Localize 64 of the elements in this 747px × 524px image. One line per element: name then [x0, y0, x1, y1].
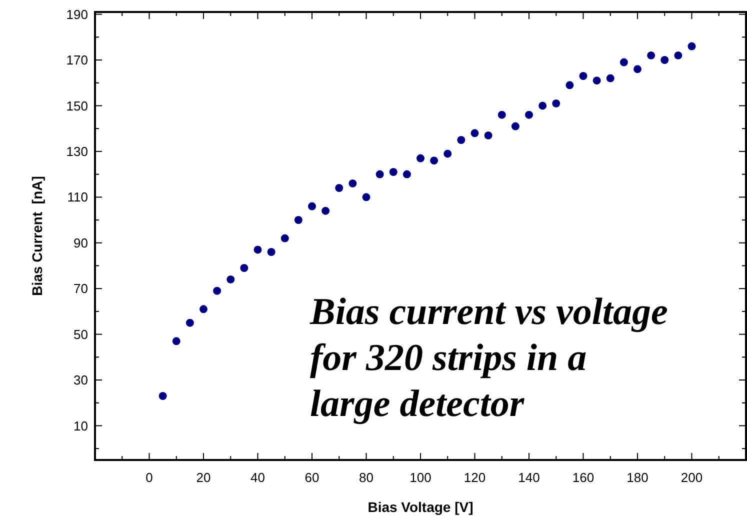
point — [254, 246, 262, 254]
point — [240, 264, 248, 272]
point — [200, 305, 208, 314]
point — [416, 154, 424, 162]
point — [688, 42, 696, 50]
point — [552, 99, 560, 108]
point — [158, 392, 167, 400]
point — [172, 337, 180, 346]
point — [348, 179, 357, 188]
point — [322, 206, 330, 215]
annotation: Bias current vs voltage for 320 strips in a large detector — [309, 291, 668, 425]
point — [592, 76, 601, 85]
point — [294, 216, 302, 224]
y-tick-label: 90 — [74, 235, 88, 250]
x-tick-label: 40 — [250, 470, 265, 485]
x-tick-label: 200 — [680, 470, 703, 485]
point — [335, 184, 344, 192]
point — [538, 102, 547, 110]
point — [525, 110, 533, 119]
y-tick-label: 130 — [66, 144, 88, 159]
point — [308, 202, 316, 210]
y-tick-label: 50 — [74, 326, 88, 342]
x-tick-label: 180 — [626, 470, 648, 485]
y-tick-label: 190 — [66, 6, 88, 22]
point — [186, 318, 194, 327]
x-tick-label: 60 — [304, 470, 320, 485]
y-tick-label: 150 — [66, 98, 88, 114]
point — [634, 65, 642, 74]
x-tick-label: 120 — [464, 470, 486, 485]
x-axis-title: Bias Voltage [V] — [368, 499, 474, 515]
point — [511, 122, 520, 130]
point — [606, 74, 614, 82]
point — [280, 234, 289, 242]
point — [620, 58, 628, 66]
x-tick-label: 80 — [359, 470, 374, 485]
point — [566, 81, 574, 90]
point — [470, 129, 479, 138]
y-tick-label: 70 — [74, 281, 88, 296]
point — [647, 51, 656, 60]
y-tick-label: 30 — [74, 372, 88, 388]
point — [674, 51, 682, 60]
x-tick-label: 100 — [410, 470, 432, 485]
point — [484, 131, 492, 140]
y-tick-label: 170 — [66, 52, 88, 68]
point — [376, 170, 384, 178]
point — [444, 150, 452, 158]
point — [660, 56, 669, 64]
x-tick-label: 0 — [146, 470, 153, 485]
y-axis-title: Bias Current [nA] — [29, 176, 45, 296]
point — [226, 275, 235, 284]
point — [457, 136, 466, 144]
y-tick-label: 10 — [74, 418, 88, 434]
point — [389, 168, 398, 176]
point — [267, 248, 276, 256]
point — [402, 170, 411, 178]
point — [579, 72, 588, 80]
point — [430, 156, 438, 165]
x-tick-label: 160 — [572, 470, 594, 485]
point — [498, 110, 506, 119]
x-tick-label: 20 — [196, 470, 211, 485]
point — [213, 286, 222, 295]
point — [362, 193, 370, 202]
y-tick-label: 110 — [67, 190, 88, 205]
x-tick-label: 140 — [518, 470, 540, 485]
